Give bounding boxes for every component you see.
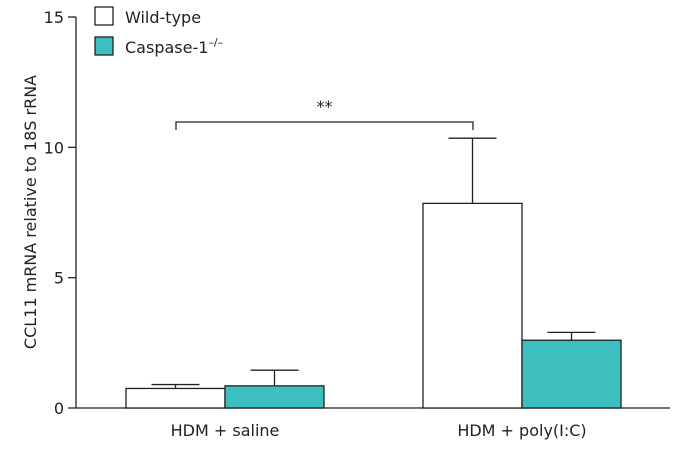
bar-wild-type bbox=[125, 387, 226, 409]
legend-swatch-caspase-1 bbox=[94, 36, 114, 56]
x-category-label: HDM + poly(I:C) bbox=[457, 421, 586, 440]
legend-item-wild-type: Wild-type bbox=[94, 6, 201, 27]
y-tick-label: 15 bbox=[44, 8, 64, 27]
y-tick-label: 0 bbox=[54, 399, 64, 418]
bars-group bbox=[125, 137, 622, 409]
error-bar-caspase-1 bbox=[250, 369, 299, 386]
legend-label-caspase-1-superscript: –/– bbox=[208, 36, 223, 49]
legend-label-caspase-1: Caspase-1–/– bbox=[125, 36, 223, 57]
significance-line bbox=[175, 121, 474, 130]
bar-caspase-1 bbox=[521, 339, 622, 409]
legend-item-caspase-1: Caspase-1–/– bbox=[94, 36, 223, 57]
x-category-label: HDM + saline bbox=[171, 421, 280, 440]
legend-label-wild-type: Wild-type bbox=[125, 8, 201, 27]
y-axis-ticks: 0 5 10 15 bbox=[44, 8, 76, 418]
legend: Wild-type Caspase-1–/– bbox=[94, 6, 223, 57]
y-axis-title: CCL11 mRNA relative to 18S rRNA bbox=[21, 75, 40, 349]
legend-swatch-wild-type bbox=[94, 6, 114, 26]
bar-caspase-1 bbox=[224, 385, 325, 409]
error-bar-wild-type bbox=[448, 137, 497, 204]
legend-label-caspase-1-name: Caspase-1 bbox=[125, 38, 208, 57]
error-bar-caspase-1 bbox=[547, 331, 596, 341]
y-tick-label: 10 bbox=[44, 138, 64, 157]
significance-label: ** bbox=[317, 97, 333, 116]
significance-bracket: ** bbox=[175, 97, 474, 130]
bar-wild-type bbox=[422, 202, 523, 409]
category-labels: HDM + saline HDM + poly(I:C) bbox=[171, 421, 587, 440]
error-bar-wild-type bbox=[151, 383, 200, 389]
y-tick-label: 5 bbox=[54, 269, 64, 288]
